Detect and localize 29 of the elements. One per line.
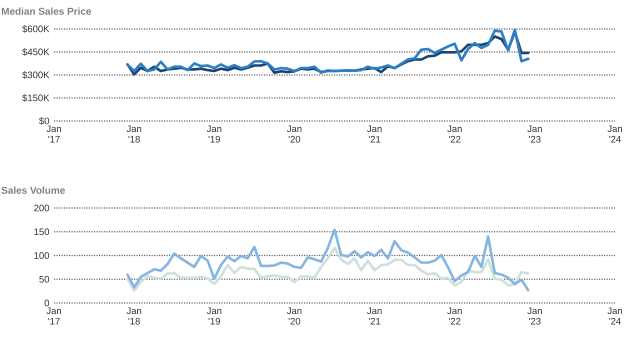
chart-title: Sales Volume [1, 186, 65, 194]
y-tick-label: $150K [22, 94, 50, 102]
x-tick-label: Jan '18 [126, 308, 142, 325]
y-tick-label: 0 [44, 300, 50, 306]
x-tick-label: Jan '22 [447, 308, 462, 324]
x-tick-label: Jan '21 [367, 126, 382, 142]
x-tick-label: Jan '23 [527, 126, 542, 143]
y-tick-label: $300K [22, 71, 50, 79]
y-tick-label: $600K [22, 25, 50, 33]
y-tick-label: $0 [39, 117, 50, 125]
y-tick-label: 50 [39, 276, 50, 283]
x-tick-label: Jan '21 [367, 308, 382, 324]
x-tick-label: Jan '24 [608, 126, 622, 142]
x-tick-label: Jan '18 [126, 126, 142, 143]
x-tick-label: Jan '20 [286, 308, 302, 325]
y-tick-label: 200 [34, 204, 50, 212]
x-tick-label: Jan '24 [608, 308, 622, 324]
y-tick-label: 150 [34, 228, 50, 236]
x-tick-label: Jan '19 [206, 308, 222, 325]
x-tick-label: Jan '17 [46, 126, 62, 142]
x-tick-label: Jan '19 [206, 126, 222, 143]
x-tick-label: Jan '20 [286, 126, 302, 143]
y-tick-label: 100 [34, 252, 50, 259]
x-tick-label: Jan '17 [46, 308, 62, 324]
y-tick-label: $450K [22, 48, 50, 56]
line-series [126, 228, 530, 292]
chart-title: Median Sales Price [2, 8, 92, 15]
x-tick-label: Jan '22 [447, 126, 462, 142]
x-tick-label: Jan '23 [527, 308, 542, 325]
